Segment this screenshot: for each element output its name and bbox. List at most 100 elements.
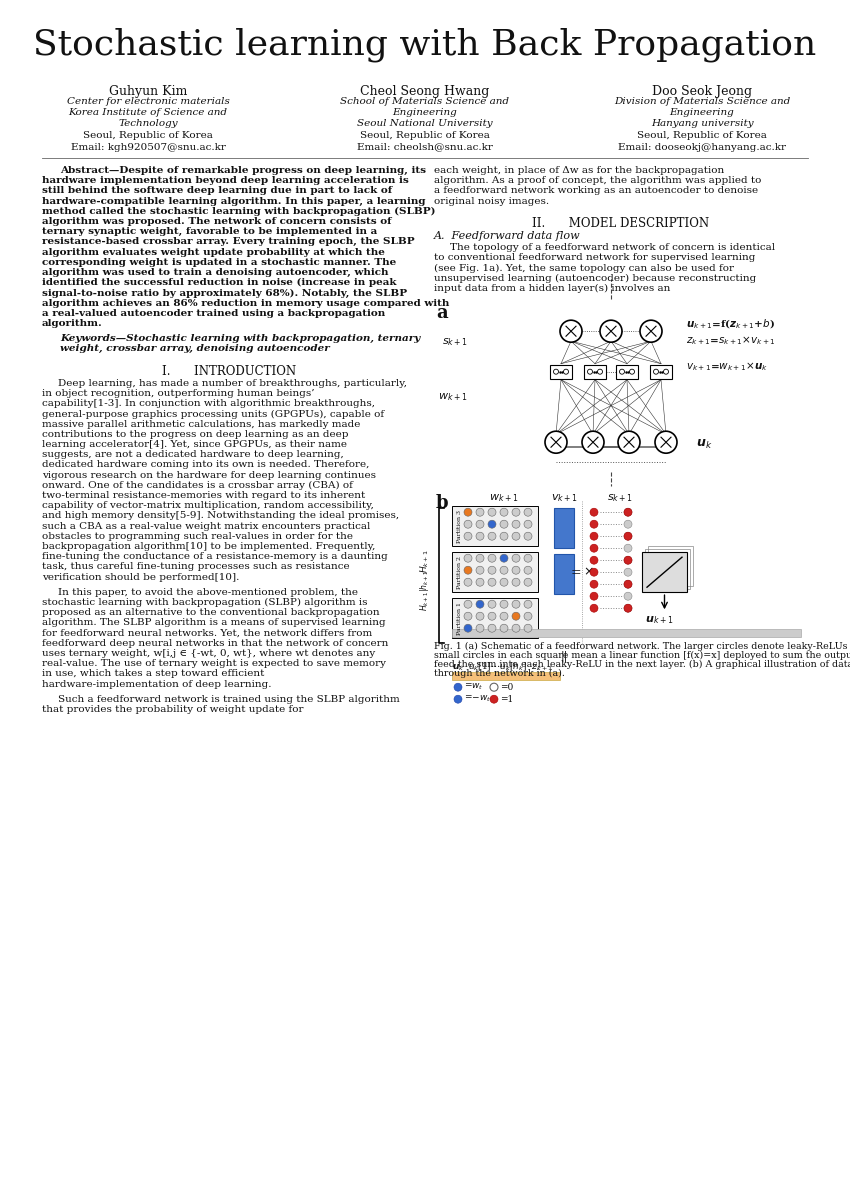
Text: Stochastic learning with Back Propagation: Stochastic learning with Back Propagatio… bbox=[33, 28, 817, 63]
Circle shape bbox=[464, 508, 472, 516]
Circle shape bbox=[476, 532, 484, 540]
Text: $\times$: $\times$ bbox=[582, 565, 593, 579]
Circle shape bbox=[488, 520, 496, 528]
Text: $s_{k+1}$: $s_{k+1}$ bbox=[442, 336, 468, 348]
Text: such a CBA as a real-value weight matrix encounters practical: such a CBA as a real-value weight matrix… bbox=[42, 522, 371, 531]
Text: verification should be performed[10].: verification should be performed[10]. bbox=[42, 573, 240, 581]
Circle shape bbox=[590, 556, 598, 564]
Circle shape bbox=[590, 532, 598, 540]
Text: Korea Institute of Science and: Korea Institute of Science and bbox=[69, 108, 228, 117]
Text: algorithm.: algorithm. bbox=[42, 319, 103, 328]
Text: Cheol Seong Hwang: Cheol Seong Hwang bbox=[360, 85, 490, 97]
Text: Seoul, Republic of Korea: Seoul, Republic of Korea bbox=[360, 131, 490, 140]
Text: $w_{k+1}$: $w_{k+1}$ bbox=[490, 492, 518, 504]
Text: a: a bbox=[436, 304, 448, 322]
Text: Hanyang university: Hanyang university bbox=[651, 119, 753, 129]
Text: identified the successful reduction in noise (increase in peak: identified the successful reduction in n… bbox=[42, 278, 396, 288]
Circle shape bbox=[476, 600, 484, 609]
Text: =0: =0 bbox=[500, 682, 513, 692]
Circle shape bbox=[524, 567, 532, 574]
Circle shape bbox=[512, 567, 520, 574]
Text: resistance-based crossbar array. Every training epoch, the SLBP: resistance-based crossbar array. Every t… bbox=[42, 237, 415, 247]
Text: Partition 2: Partition 2 bbox=[457, 556, 462, 588]
Text: algorithm. The SLBP algorithm is a means of supervised learning: algorithm. The SLBP algorithm is a means… bbox=[42, 618, 386, 628]
Text: learning accelerator[4]. Yet, since GPGPUs, as their name: learning accelerator[4]. Yet, since GPGP… bbox=[42, 440, 347, 449]
Text: contributions to the progress on deep learning as an deep: contributions to the progress on deep le… bbox=[42, 429, 348, 439]
Circle shape bbox=[624, 508, 632, 516]
Text: feedforward deep neural networks in that the network of concern: feedforward deep neural networks in that… bbox=[42, 639, 388, 647]
Text: backpropagation algorithm[10] to be implemented. Frequently,: backpropagation algorithm[10] to be impl… bbox=[42, 543, 376, 551]
Text: corresponding weight is updated in a stochastic manner. The: corresponding weight is updated in a sto… bbox=[42, 257, 396, 267]
Text: Abstract—Despite of remarkable progress on deep learning, its: Abstract—Despite of remarkable progress … bbox=[60, 166, 426, 174]
Text: Keywords—Stochastic learning with backpropagation, ternary: Keywords—Stochastic learning with backpr… bbox=[60, 334, 420, 343]
Text: Technology: Technology bbox=[118, 119, 178, 129]
Text: Email: kgh920507@snu.ac.kr: Email: kgh920507@snu.ac.kr bbox=[71, 142, 225, 152]
Text: a real-valued autoencoder trained using a backpropagation: a real-valued autoencoder trained using … bbox=[42, 309, 385, 318]
Text: $w_{k+1}$: $w_{k+1}$ bbox=[438, 391, 468, 403]
Circle shape bbox=[618, 431, 640, 454]
Circle shape bbox=[512, 579, 520, 586]
Circle shape bbox=[582, 431, 604, 454]
Text: Partition 1: Partition 1 bbox=[457, 602, 462, 635]
Text: =$w_t$: =$w_t$ bbox=[464, 682, 484, 693]
Text: massive parallel arithmetic calculations, has markedly made: massive parallel arithmetic calculations… bbox=[42, 420, 360, 428]
Text: Fig. 1 (a) Schematic of a feedforward network. The larger circles denote leaky-R: Fig. 1 (a) Schematic of a feedforward ne… bbox=[434, 642, 850, 651]
Text: $\boldsymbol{u}_k$  $u_k$[1]$\cdots$$u_k$[$h_k$]  $z_{k+1}$: $\boldsymbol{u}_k$ $u_k$[1]$\cdots$$u_k$… bbox=[452, 660, 553, 672]
Circle shape bbox=[524, 508, 532, 516]
Text: general-purpose graphics processing units (GPGPUs), capable of: general-purpose graphics processing unit… bbox=[42, 409, 384, 419]
Text: Center for electronic materials: Center for electronic materials bbox=[66, 96, 230, 106]
Text: =$-w_t$: =$-w_t$ bbox=[464, 694, 491, 705]
Circle shape bbox=[488, 600, 496, 609]
Text: II.  MODEL DESCRIPTION: II. MODEL DESCRIPTION bbox=[532, 217, 710, 230]
Text: =: = bbox=[570, 565, 581, 579]
Circle shape bbox=[654, 369, 659, 374]
Text: b: b bbox=[436, 494, 449, 512]
Circle shape bbox=[664, 369, 668, 374]
Text: Such a feedforward network is trained using the SLBP algorithm: Such a feedforward network is trained us… bbox=[58, 695, 400, 704]
Text: for feedforward neural networks. Yet, the network differs from: for feedforward neural networks. Yet, th… bbox=[42, 629, 372, 638]
Text: to conventional feedforward network for supervised learning: to conventional feedforward network for … bbox=[434, 254, 756, 262]
Text: Seoul, Republic of Korea: Seoul, Republic of Korea bbox=[83, 131, 213, 140]
Circle shape bbox=[500, 567, 508, 574]
Circle shape bbox=[476, 567, 484, 574]
Text: algorithm was used to train a denoising autoencoder, which: algorithm was used to train a denoising … bbox=[42, 268, 388, 277]
Circle shape bbox=[524, 532, 532, 540]
Text: each weight, in place of Δw as for the backpropagation: each weight, in place of Δw as for the b… bbox=[434, 166, 724, 174]
Circle shape bbox=[500, 612, 508, 621]
Text: Seoul, Republic of Korea: Seoul, Republic of Korea bbox=[637, 131, 767, 140]
Circle shape bbox=[590, 508, 598, 516]
Text: that provides the probability of weight update for: that provides the probability of weight … bbox=[42, 705, 303, 715]
Text: Email: dooseokj@hanyang.ac.kr: Email: dooseokj@hanyang.ac.kr bbox=[618, 142, 786, 152]
Text: School of Materials Science and: School of Materials Science and bbox=[341, 96, 509, 106]
Circle shape bbox=[624, 508, 632, 516]
Text: real-value. The use of ternary weight is expected to save memory: real-value. The use of ternary weight is… bbox=[42, 659, 386, 668]
Text: $\boldsymbol{u}_k$: $\boldsymbol{u}_k$ bbox=[696, 438, 712, 451]
Circle shape bbox=[490, 695, 498, 704]
Circle shape bbox=[624, 544, 632, 552]
Circle shape bbox=[476, 555, 484, 562]
Bar bbox=[452, 506, 538, 546]
Text: =1: =1 bbox=[500, 694, 513, 704]
Text: $v_{k+1}$: $v_{k+1}$ bbox=[551, 492, 577, 504]
Text: original noisy images.: original noisy images. bbox=[434, 196, 549, 206]
Circle shape bbox=[624, 604, 632, 612]
Circle shape bbox=[464, 555, 472, 562]
Text: Deep learning, has made a number of breakthroughs, particularly,: Deep learning, has made a number of brea… bbox=[58, 379, 407, 387]
Circle shape bbox=[624, 556, 632, 564]
Circle shape bbox=[590, 568, 598, 576]
Circle shape bbox=[464, 612, 472, 621]
Bar bbox=[452, 552, 538, 592]
Circle shape bbox=[524, 612, 532, 621]
Circle shape bbox=[624, 568, 632, 576]
Bar bbox=[452, 598, 538, 639]
Circle shape bbox=[600, 320, 622, 342]
Circle shape bbox=[500, 555, 508, 562]
Text: algorithm achieves an 86% reduction in memory usage compared with: algorithm achieves an 86% reduction in m… bbox=[42, 298, 450, 308]
Text: Engineering: Engineering bbox=[670, 108, 734, 117]
Text: dedicated hardware coming into its own is needed. Therefore,: dedicated hardware coming into its own i… bbox=[42, 461, 370, 469]
Circle shape bbox=[512, 624, 520, 633]
Text: algorithm was proposed. The network of concern consists of: algorithm was proposed. The network of c… bbox=[42, 217, 392, 226]
Circle shape bbox=[524, 624, 532, 633]
Text: ||: || bbox=[560, 650, 568, 662]
Text: $s_{k+1}$: $s_{k+1}$ bbox=[607, 492, 633, 504]
